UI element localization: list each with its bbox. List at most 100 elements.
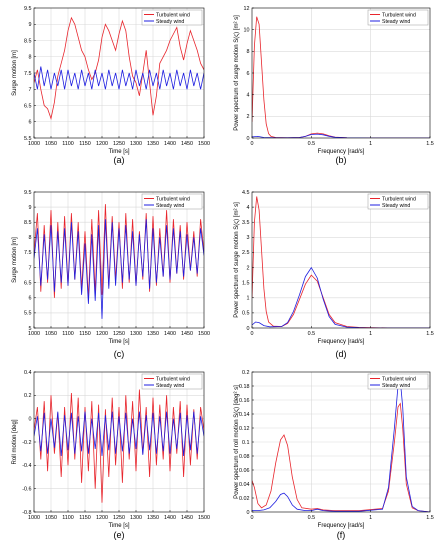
x-axis-label: Time [s]	[108, 339, 129, 345]
y-tick-label: 0	[29, 416, 32, 422]
y-tick-label: 6.5	[24, 280, 32, 286]
chart-panel-d: 0 0.5 1 1.5 0 0.5 1 1.5 2 2.5 3 3.5 4 4.5 Frequency [r…	[234, 190, 434, 359]
x-tick-label: 1150	[79, 331, 91, 337]
y-tick-label: 7	[29, 265, 32, 271]
y-tick-label: 0.12	[239, 426, 250, 432]
x-tick-label: 1050	[45, 141, 57, 147]
x-axis-label: Frequency [rad/s]	[318, 523, 365, 529]
y-tick-label: 7.5	[24, 71, 32, 77]
y-tick-label: 5.5	[24, 311, 32, 317]
x-tick-label: 0.5	[308, 141, 316, 147]
x-tick-label: 1200	[96, 141, 108, 147]
y-tick-label: 5	[29, 326, 32, 332]
legend-entry: Turbulent wind	[156, 196, 190, 202]
y-axis-label: Roll motion [deg]	[12, 419, 18, 464]
x-tick-label: 1100	[62, 515, 74, 521]
y-axis-label: Power spectrum of surge motion S(ς) [m² …	[234, 202, 240, 318]
y-tick-label: 8.5	[24, 38, 32, 44]
y-tick-label: 6	[29, 120, 32, 126]
legend-entry: Steady wind	[382, 203, 410, 209]
x-tick-label: 1000	[28, 141, 40, 147]
y-tick-label: 12	[244, 6, 250, 12]
legend-entry: Steady wind	[382, 383, 410, 389]
x-tick-label: 1	[369, 331, 372, 337]
y-tick-label: 4.5	[242, 190, 250, 196]
y-tick-label: 2	[247, 114, 250, 120]
chart-panel-c: 1000 1050 1100 1150 1200 1250 1300 1350 1400 1450…	[12, 190, 210, 359]
y-tick-label: 9	[29, 205, 32, 211]
y-tick-label: 3	[247, 235, 250, 241]
legend-box	[141, 193, 203, 210]
x-tick-label: 1350	[147, 141, 159, 147]
y-tick-label: 0	[247, 136, 250, 142]
y-tick-label: 2	[247, 265, 250, 271]
y-tick-label: 8.5	[24, 220, 32, 226]
axis-box	[251, 191, 431, 329]
y-axis-label: Power spectrum of roll motion S(ς) [deg²…	[234, 385, 240, 499]
x-tick-label: 1	[369, 141, 372, 147]
x-tick-label: 1500	[198, 515, 210, 521]
x-tick-label: 1400	[164, 141, 176, 147]
x-tick-label: 1000	[28, 515, 40, 521]
legend-box	[141, 9, 203, 26]
y-tick-label: 0.18	[239, 384, 250, 390]
series-line-turbulent	[34, 16, 204, 120]
panel-label: (a)	[114, 155, 125, 165]
x-tick-label: 1100	[62, 331, 74, 337]
y-tick-label: 5.5	[24, 136, 32, 142]
x-tick-label: 1000	[28, 331, 40, 337]
legend-entry: Turbulent wind	[156, 376, 190, 382]
x-tick-label: 1350	[147, 515, 159, 521]
y-tick-label: -0.6	[22, 486, 31, 492]
y-tick-label: 4	[247, 92, 250, 98]
x-axis-label: Time [s]	[108, 149, 129, 155]
series-line-steady	[252, 380, 430, 512]
y-tick-label: 6	[29, 296, 32, 302]
y-tick-label: 2.5	[242, 250, 250, 256]
series-line-steady	[34, 219, 204, 319]
y-axis-label: Power spectrum of surge motion S(ς) [m² …	[234, 15, 240, 131]
x-tick-label: 1450	[181, 515, 193, 521]
x-tick-label: 1450	[181, 331, 193, 337]
y-tick-label: 0.02	[239, 496, 250, 502]
panel-label: (f)	[337, 530, 346, 540]
x-tick-label: 1400	[164, 515, 176, 521]
y-axis-label: Surge motion [m]	[12, 237, 18, 283]
legend-box	[141, 373, 203, 390]
legend-box	[367, 373, 429, 390]
x-axis-label: Frequency [rad/s]	[318, 339, 365, 345]
x-tick-label: 0.5	[308, 331, 316, 337]
series-line-steady	[34, 411, 204, 457]
y-tick-label: 0.04	[239, 482, 250, 488]
y-tick-label: 4	[247, 205, 250, 211]
x-axis-label: Time [s]	[108, 523, 129, 529]
y-tick-label: 1.5	[242, 280, 250, 286]
legend-entry: Turbulent wind	[382, 196, 416, 202]
x-tick-label: 1050	[45, 515, 57, 521]
x-tick-label: 1100	[62, 141, 74, 147]
y-tick-label: 0.16	[239, 398, 250, 404]
legend-entry: Turbulent wind	[156, 12, 190, 18]
legend-entry: Steady wind	[156, 203, 184, 209]
x-tick-label: 0	[251, 141, 254, 147]
x-axis-label: Frequency [rad/s]	[318, 149, 365, 155]
y-tick-label: 7	[29, 87, 32, 93]
series-line-turbulent	[252, 196, 430, 328]
series-line-steady	[34, 66, 204, 90]
legend-entry: Turbulent wind	[382, 12, 416, 18]
legend-entry: Turbulent wind	[382, 376, 416, 382]
y-tick-label: 9	[29, 22, 32, 28]
x-tick-label: 1300	[130, 515, 142, 521]
x-tick-label: 1450	[181, 141, 193, 147]
y-tick-label: -0.2	[22, 440, 31, 446]
x-tick-label: 0.5	[308, 515, 316, 521]
legend-box	[367, 193, 429, 210]
chart-panel-f: 0 0.5 1 1.5 0 0.02 0.04 0.06 0.08 0.1 0.12 0.14 0.16…	[234, 370, 434, 540]
y-tick-label: 0	[247, 326, 250, 332]
x-tick-label: 1200	[96, 331, 108, 337]
x-tick-label: 0	[251, 331, 254, 337]
